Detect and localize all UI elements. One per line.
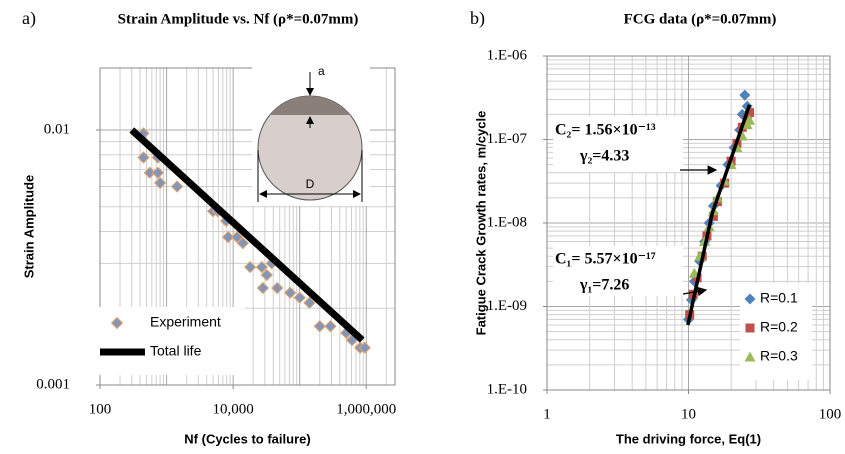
marker: [358, 341, 372, 354]
y-tick-label: 1.E-06: [487, 47, 528, 63]
marker: [137, 151, 150, 164]
annotation: γ₁=7.26: [579, 277, 629, 294]
legend-label: R=0.1: [760, 290, 798, 306]
inset-cap: [269, 95, 351, 115]
marker: [284, 286, 297, 299]
marker: [739, 89, 751, 101]
marker: [744, 114, 756, 125]
x-tick-label: 100: [89, 401, 112, 417]
plot-frame: [99, 67, 396, 386]
marker: [243, 260, 257, 274]
marker: [256, 281, 270, 295]
legend-swatch: [745, 323, 755, 333]
x-tick-label: 100: [819, 406, 842, 422]
fit-line: [129, 127, 365, 343]
marker: [708, 211, 718, 221]
marker: [745, 108, 755, 118]
x-axis-label: The driving force, Eq(1): [616, 431, 761, 446]
marker: [143, 166, 157, 179]
panel-label: a): [22, 8, 36, 29]
chart-title: Strain Amplitude vs. Nf (ρ*=0.07mm): [118, 11, 359, 27]
annotation: C₁= 5.57×10⁻¹⁷: [555, 251, 656, 268]
marker: [303, 296, 316, 310]
marker: [293, 291, 306, 304]
marker: [153, 176, 167, 190]
fit-line: [686, 104, 752, 326]
x-axis-label: Nf (Cycles to failure): [184, 431, 310, 446]
y-tick-label: 1.E-09: [487, 298, 527, 314]
marker: [271, 281, 284, 295]
y-tick-label: 1.E-07: [487, 131, 528, 147]
legend-swatch: [744, 293, 756, 305]
marker: [236, 236, 250, 250]
y-tick-label: 0.001: [36, 376, 70, 392]
marker: [742, 113, 752, 123]
legend-swatch: [110, 316, 124, 330]
annotation: a: [318, 64, 325, 78]
annotation: γ₂=4.33: [579, 148, 629, 165]
y-tick-label: 1.E-08: [487, 214, 527, 230]
annotation: C₂= 1.56×10⁻¹³: [555, 122, 656, 139]
marker: [151, 166, 165, 179]
x-tick-label: 1,000,000: [336, 401, 396, 417]
x-tick-label: 10,000: [213, 401, 254, 417]
legend-swatch: [744, 351, 756, 362]
annotation-arrow: [682, 286, 708, 297]
legend-label: Experiment: [150, 314, 221, 330]
marker: [170, 180, 184, 193]
x-tick-label: 10: [681, 406, 696, 422]
legend-label: R=0.3: [760, 348, 798, 364]
marker: [313, 320, 326, 333]
x-tick-label: 1: [543, 406, 551, 422]
y-tick-label: 0.01: [44, 121, 70, 137]
marker: [255, 260, 269, 274]
annotation-box: [553, 116, 683, 172]
y-axis-label: Strain Amplitude: [21, 175, 36, 279]
marker: [221, 230, 235, 244]
panel-label: b): [470, 8, 485, 29]
marker: [324, 320, 337, 333]
legend-label: Total life: [150, 343, 202, 359]
chart-title: FCG data (ρ*=0.07mm): [624, 11, 777, 27]
marker: [260, 268, 273, 282]
legend-label: R=0.2: [760, 319, 798, 335]
legend: [95, 307, 245, 375]
annotation-box: [553, 246, 683, 296]
annotation: D: [306, 177, 315, 191]
y-axis-label: Fatigue Crack Growth rates, m/cycle: [473, 111, 488, 336]
y-tick-label: 1.E-10: [487, 381, 527, 397]
